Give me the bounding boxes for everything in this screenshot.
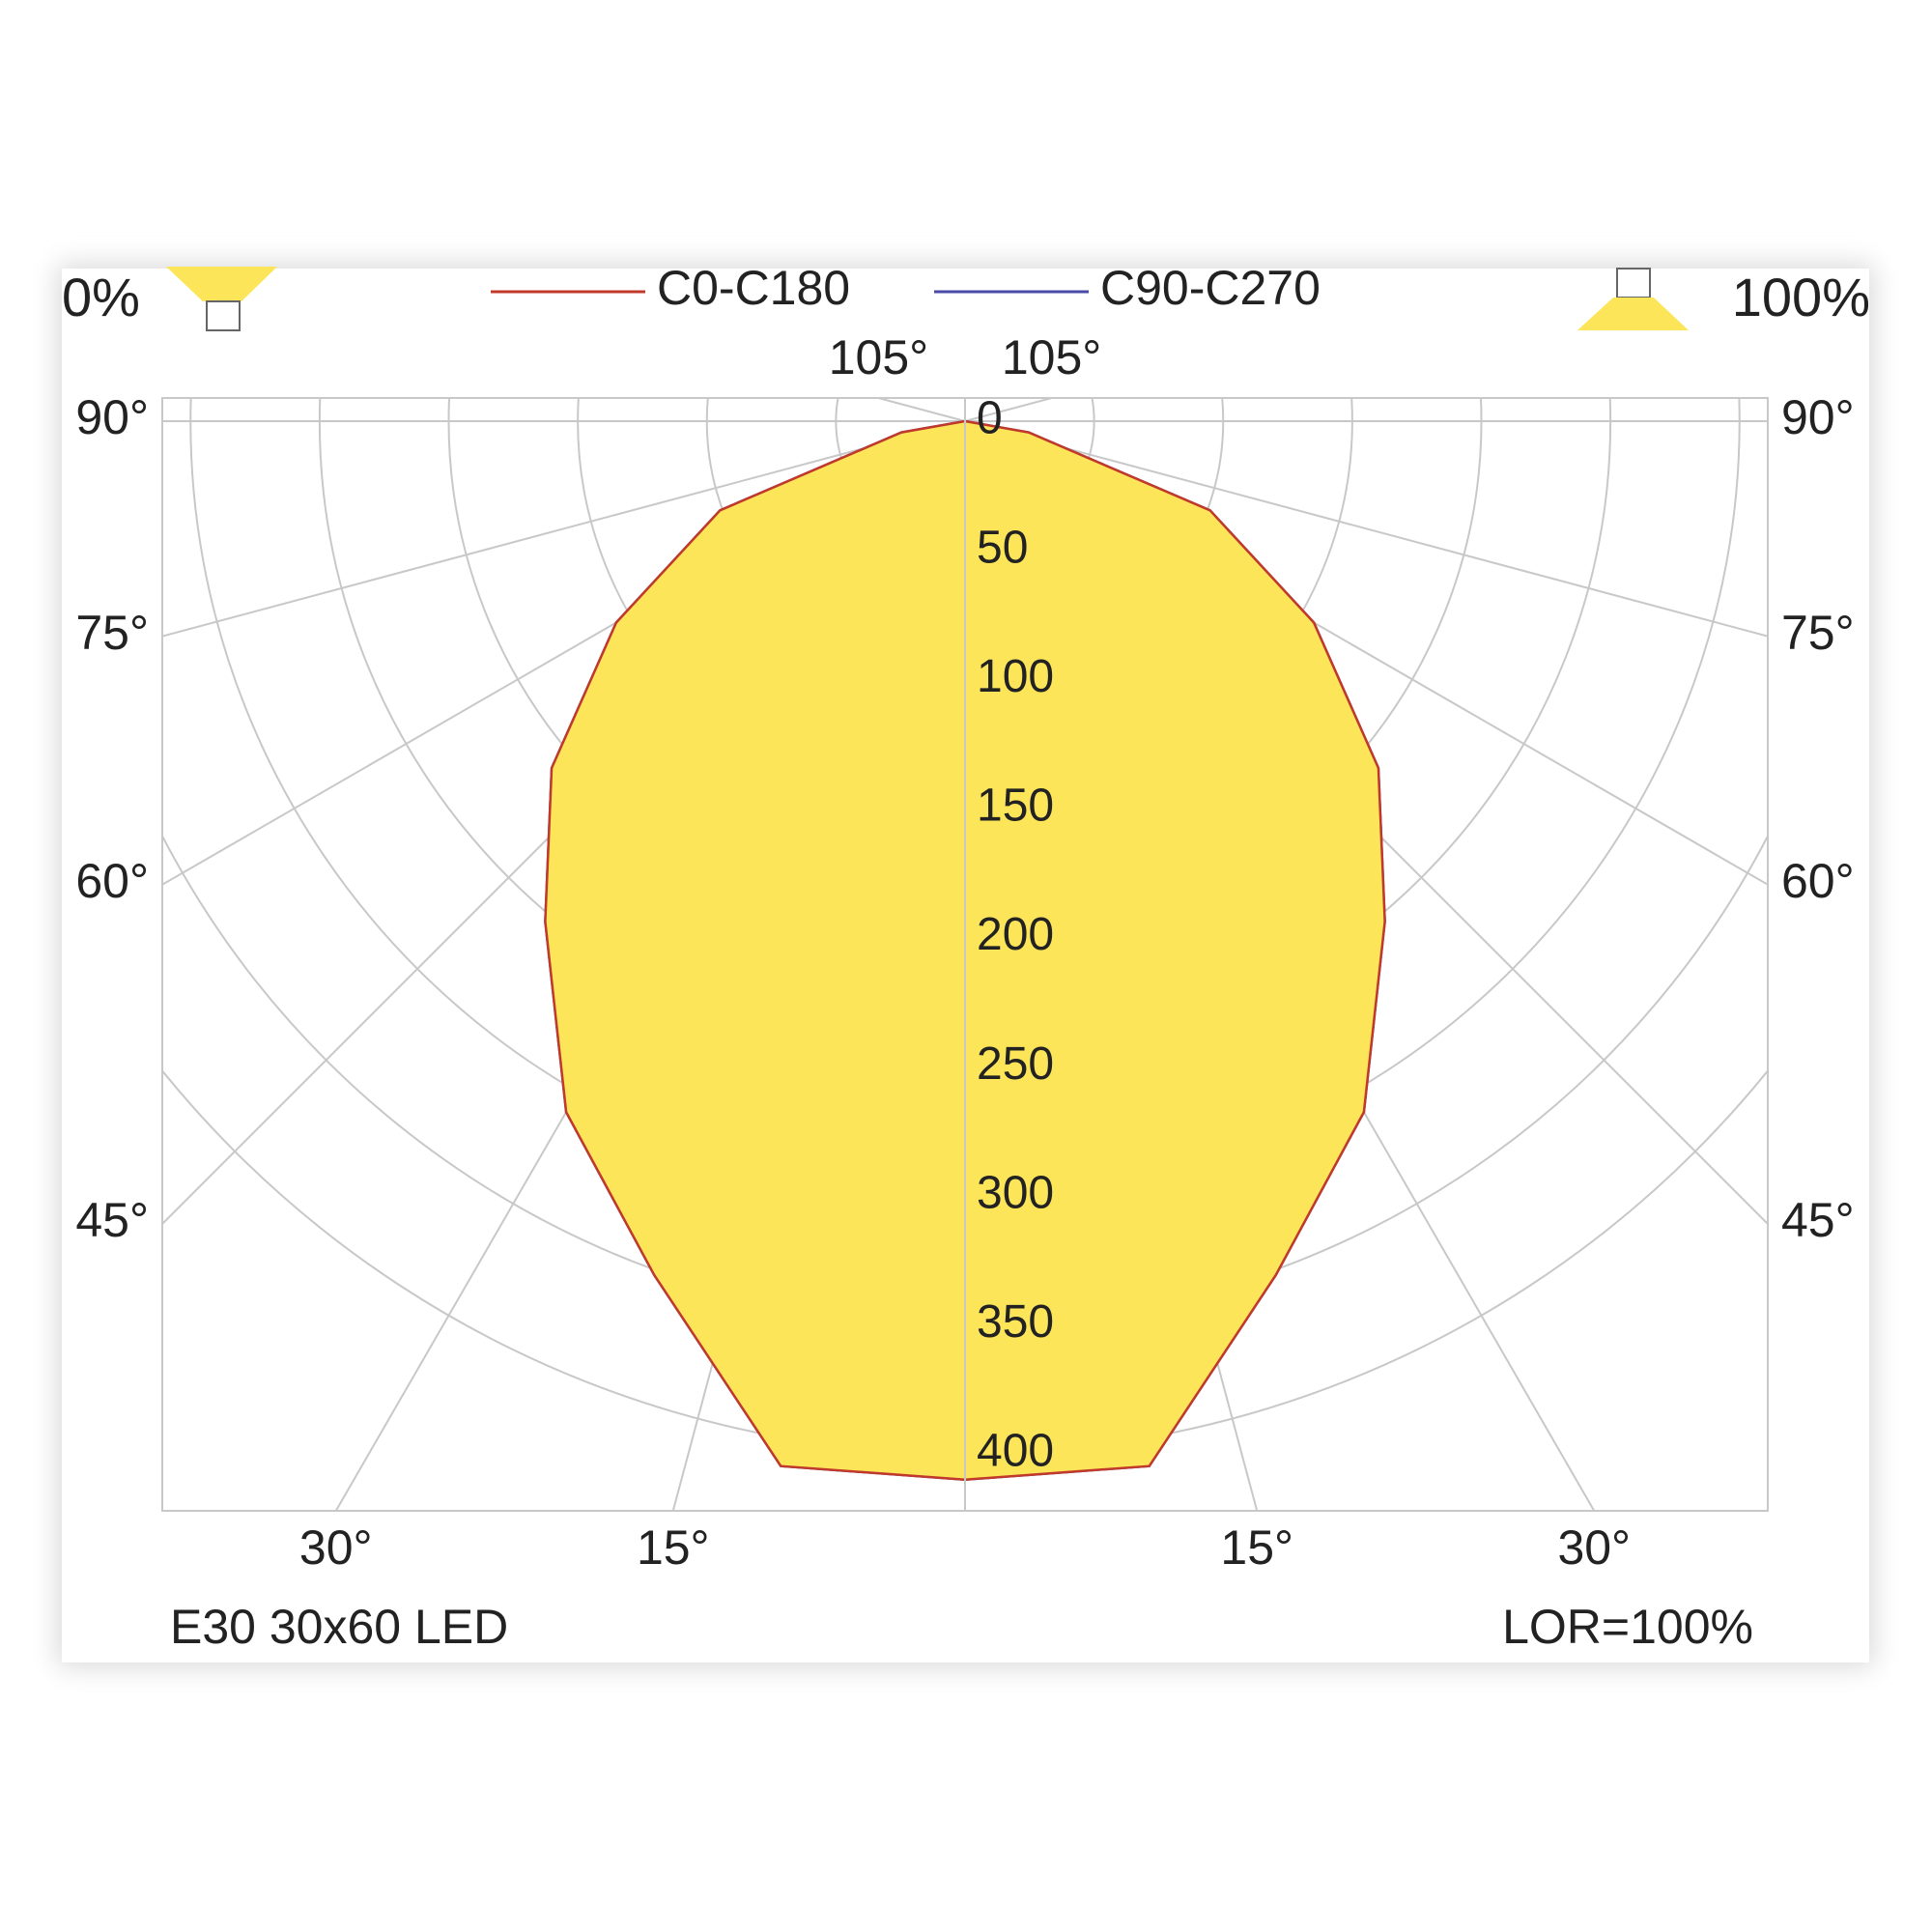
r-tick-label: 300 (977, 1167, 1054, 1218)
r-tick-label: 400 (977, 1426, 1054, 1477)
angle-tick-label: 30° (299, 1520, 373, 1575)
grid-spoke (964, 420, 1768, 638)
r-tick-label: 250 (977, 1038, 1054, 1090)
legend-label: C0-C180 (657, 261, 850, 315)
icon-up (1577, 268, 1689, 330)
curves (544, 419, 1386, 1481)
legend: C0-C180 C90-C270 (491, 261, 1321, 315)
angle-tick-label: 75° (1781, 606, 1855, 660)
r-tick-label: 150 (977, 781, 1054, 832)
angle-tick-label: 60° (1781, 854, 1855, 908)
header-right: 100% (1732, 267, 1870, 327)
angle-tick-label: 90° (1781, 390, 1855, 444)
footer-left: E30 30x60 LED (170, 1600, 508, 1654)
angle-tick-label: 45° (1781, 1193, 1855, 1247)
curve-line (964, 419, 1386, 1481)
grid-spoke (162, 420, 966, 638)
angle-tick-label: 90° (75, 390, 149, 444)
curve-line (544, 419, 966, 1481)
angle-tick-label: 15° (1220, 1520, 1293, 1575)
footer-right: LOR=100% (1502, 1600, 1753, 1654)
angle-tick-label: 30° (1557, 1520, 1631, 1575)
r-tick-label: 350 (977, 1296, 1054, 1348)
plot-frame (161, 397, 1769, 1512)
header-left: 0% (62, 267, 140, 327)
r-tick-label: 200 (977, 909, 1054, 960)
grid-spoke (878, 398, 966, 422)
angle-tick-label: 75° (75, 606, 149, 660)
angle-tick-label: 15° (637, 1520, 710, 1575)
icon-down (166, 267, 277, 331)
r-tick-label: 0 (977, 393, 1003, 444)
r-tick-label: 100 (977, 651, 1054, 702)
r-tick-label: 50 (977, 522, 1028, 573)
angle-tick-label: 60° (75, 854, 149, 908)
angle-tick-label: 105° (1002, 330, 1101, 384)
angle-tick-label: 45° (75, 1193, 149, 1247)
angle-tick-label: 105° (829, 330, 928, 384)
labels: 0 50 100 150 200 250 300 350 400 15° 15° 30° 30° 45° 4… (75, 330, 1854, 1575)
legend-label: C90-C270 (1100, 261, 1321, 315)
grid-spoke (964, 398, 1052, 422)
